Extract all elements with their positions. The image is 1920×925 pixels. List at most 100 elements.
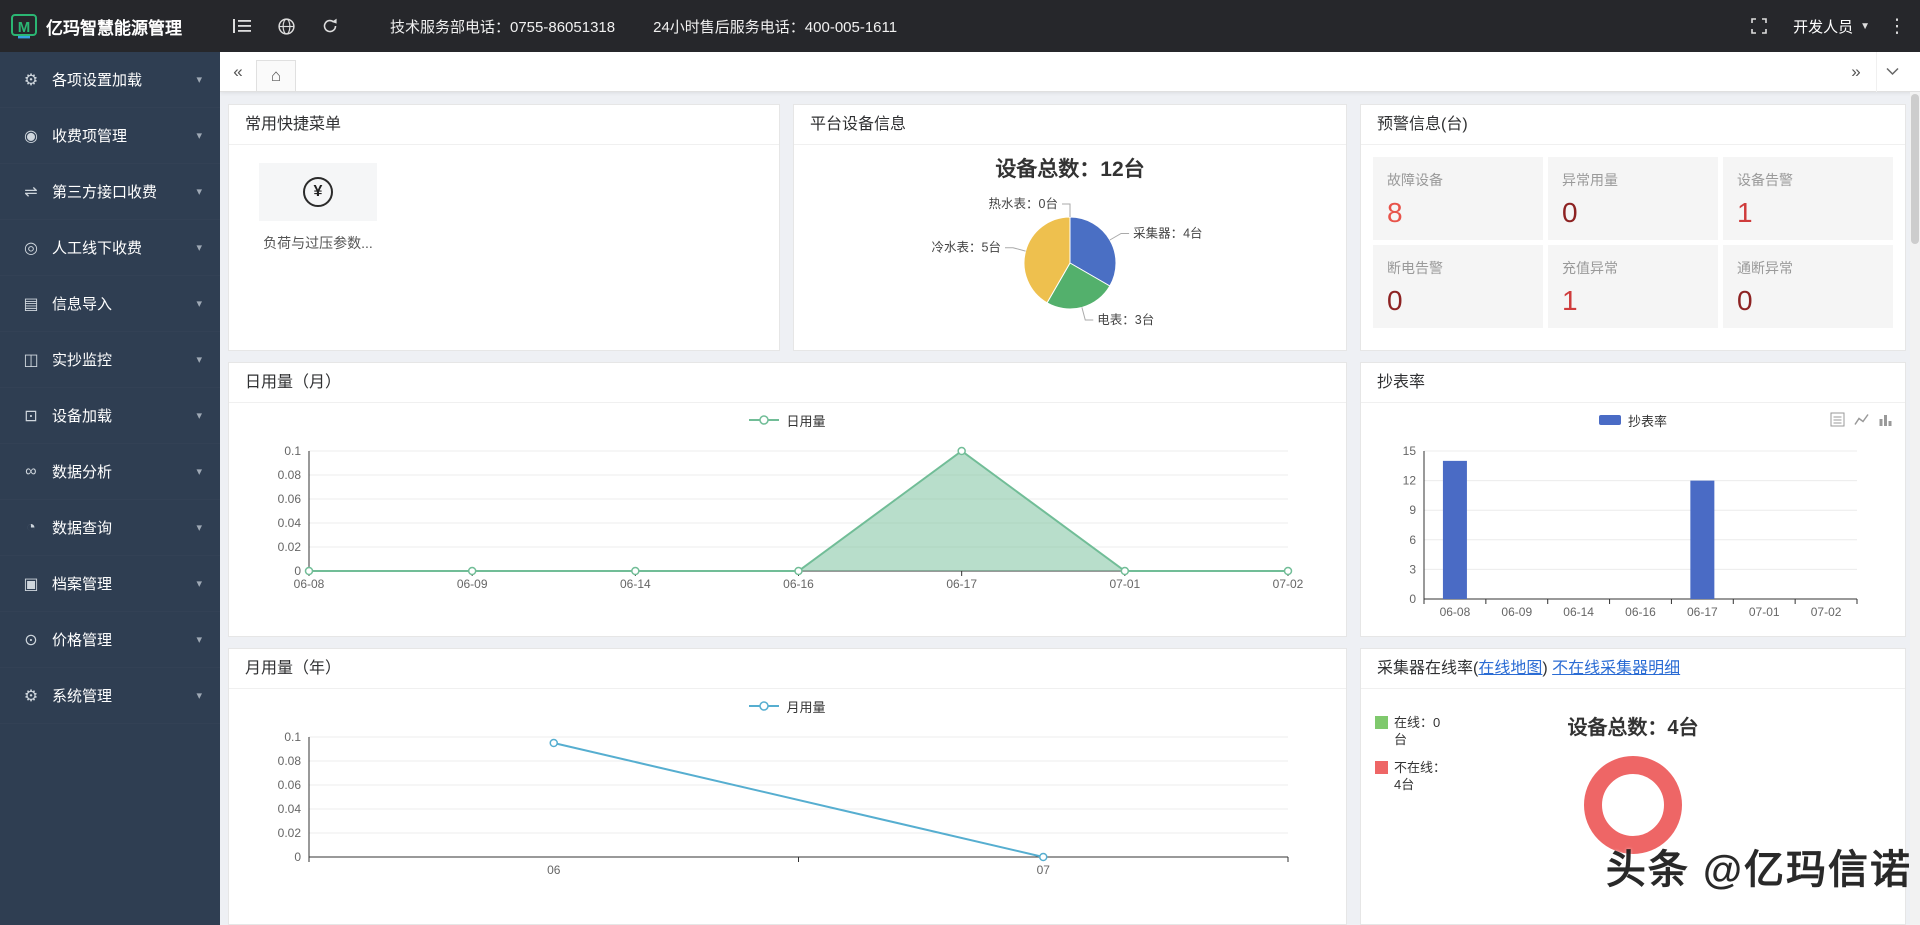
collapse-menu-icon[interactable] [220,0,264,52]
sidebar-item-3[interactable]: ⇌第三方接口收费▾ [0,164,220,220]
svg-text:0.08: 0.08 [278,468,302,482]
svg-text:0.06: 0.06 [278,778,302,792]
data-view-icon[interactable] [1830,412,1845,427]
collector-legend: 在线：0台不在线：4台 [1375,715,1452,805]
line-chart-icon[interactable] [1854,412,1869,427]
data-point-06[interactable] [550,740,557,747]
sidebar-item-7[interactable]: ⊡设备加载▾ [0,388,220,444]
sidebar-item-10[interactable]: ▣档案管理▾ [0,556,220,612]
alerts-card-title: 预警信息(台) [1361,105,1905,145]
chevron-down-icon: ▾ [196,521,202,534]
data-point-06-17[interactable] [958,448,965,455]
svg-text:0.1: 0.1 [284,444,301,458]
meter-monitoring-icon: ◫ [20,350,42,370]
daily-legend-marker[interactable] [749,414,779,426]
sidebar-item-4[interactable]: ◎人工线下收费▾ [0,220,220,276]
legend-text: 不在线：4台 [1394,760,1452,794]
sidebar-item-5[interactable]: ▤信息导入▾ [0,276,220,332]
sidebar-item-12[interactable]: ⚙系统管理▾ [0,668,220,724]
data-point-06-09[interactable] [469,568,476,575]
user-menu-label: 开发人员 [1793,16,1853,37]
data-point-06-16[interactable] [795,568,802,575]
info-import-icon: ▤ [20,294,42,314]
alert-value: 0 [1387,285,1529,317]
home-icon: ⌂ [271,66,281,86]
offline-detail-link[interactable]: 不在线采集器明细 [1552,660,1680,677]
device-load-icon: ⊡ [20,406,42,426]
monthly-card-title: 月用量（年） [229,649,1346,689]
sidebar-item-8[interactable]: ∞数据分析▾ [0,444,220,500]
donut-segment-2[interactable] [1593,765,1673,845]
alert-label: 设备告警 [1737,170,1879,190]
user-menu[interactable]: 开发人员 ▼ [1781,16,1882,37]
sidebar-item-6[interactable]: ◫实抄监控▾ [0,332,220,388]
data-point-07-01[interactable] [1121,568,1128,575]
chevron-down-icon: ▾ [196,353,202,366]
fee-management-icon: ◉ [20,126,42,146]
svg-text:07-01: 07-01 [1109,577,1140,591]
more-options-icon[interactable]: ⋮ [1882,15,1912,38]
svg-text:07: 07 [1037,863,1051,877]
tab-bar: « ⌂ » [220,52,1920,92]
alert-label: 充值异常 [1562,258,1704,278]
bar-06-17[interactable] [1690,481,1714,599]
svg-text:06-09: 06-09 [1501,605,1532,619]
device-info-card-title: 平台设备信息 [794,105,1346,145]
online-map-link[interactable]: 在线地图 [1478,660,1542,677]
daily-legend-label[interactable]: 日用量 [786,411,825,430]
chevron-down-icon: ▾ [196,297,202,310]
tabs-scroll-left-icon[interactable]: « [220,62,256,82]
svg-text:0.1: 0.1 [284,730,301,744]
tabs-scroll-right-icon[interactable]: » [1838,62,1874,82]
legend-swatch-icon [1375,761,1388,774]
top-bar: M 亿玛智慧能源管理 技术服务部电话：0755-86051318 24小时售后服… [0,0,1920,52]
daily-card-title: 日用量（月） [229,363,1346,403]
collector-title-suffix: ) [1542,660,1552,677]
svg-text:12: 12 [1403,474,1417,488]
shortcut-label[interactable]: 负荷与过压参数... [257,233,379,253]
svg-text:06-17: 06-17 [946,577,977,591]
page-scrollbar[interactable] [1910,92,1920,925]
bar-chart-icon[interactable] [1878,412,1893,427]
refresh-icon[interactable] [308,0,352,52]
sidebar-item-label: 系统管理 [52,685,196,706]
tabs-dropdown-icon[interactable] [1876,52,1908,92]
data-point-07-02[interactable] [1285,568,1292,575]
sidebar-item-1[interactable]: ⚙各项设置加载▾ [0,52,220,108]
globe-icon[interactable] [264,0,308,52]
fullscreen-icon[interactable] [1737,0,1781,52]
device-total-title: 设备总数：12台 [794,153,1346,183]
monthly-usage-chart: 00.020.040.060.080.10607 [229,723,1346,883]
sidebar-item-label: 设备加载 [52,405,196,426]
alert-value: 0 [1737,285,1879,317]
reading-rate-legend-marker[interactable] [1599,414,1621,426]
sidebar: ⚙各项设置加载▾◉收费项管理▾⇌第三方接口收费▾◎人工线下收费▾▤信息导入▾◫实… [0,52,220,925]
svg-text:冷水表：5台: 冷水表：5台 [932,240,1001,255]
svg-text:15: 15 [1403,444,1417,458]
svg-text:M: M [18,19,31,36]
shortcut-button[interactable]: ¥ [259,163,377,221]
card-reading-rate: 抄表率 抄表率 0369121506-0806-0906-1406-1606-1… [1360,362,1906,637]
scrollbar-thumb[interactable] [1911,94,1919,244]
sidebar-item-label: 档案管理 [52,573,196,594]
monthly-legend-label[interactable]: 月用量 [786,697,825,716]
collector-legend-item-1[interactable]: 在线：0台 [1375,715,1452,749]
collector-legend-item-2[interactable]: 不在线：4台 [1375,760,1452,794]
data-point-06-08[interactable] [306,568,313,575]
sidebar-item-9[interactable]: ◔数据查询▾ [0,500,220,556]
chevron-down-icon: ▾ [196,241,202,254]
alert-label: 通断异常 [1737,258,1879,278]
svg-text:0.04: 0.04 [278,802,302,816]
sidebar-item-11[interactable]: ⊙价格管理▾ [0,612,220,668]
data-point-06-14[interactable] [632,568,639,575]
data-point-07[interactable] [1040,854,1047,861]
tab-home[interactable]: ⌂ [256,60,296,91]
bar-06-08[interactable] [1443,461,1467,599]
monthly-legend-marker[interactable] [749,700,779,712]
sidebar-item-2[interactable]: ◉收费项管理▾ [0,108,220,164]
third-party-fee-icon: ⇌ [20,182,42,202]
reading-rate-chart: 0369121506-0806-0906-1406-1606-1707-0107… [1361,437,1905,627]
svg-text:06-16: 06-16 [783,577,814,591]
svg-text:电表：3台: 电表：3台 [1097,312,1154,327]
reading-rate-legend-label[interactable]: 抄表率 [1628,411,1667,430]
